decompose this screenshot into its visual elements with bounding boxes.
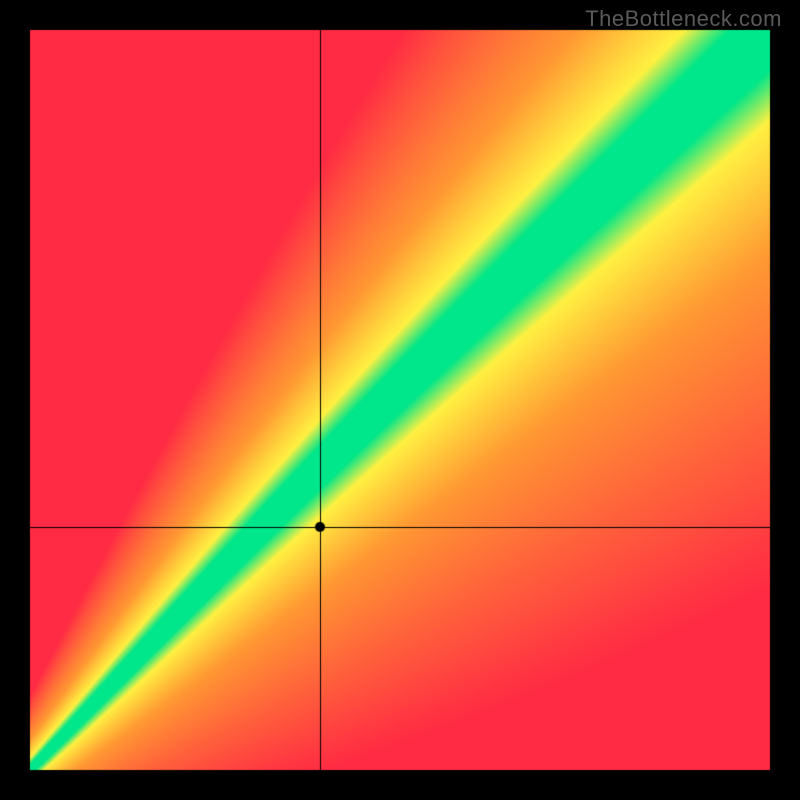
bottleneck-heatmap	[0, 0, 800, 800]
chart-container: TheBottleneck.com	[0, 0, 800, 800]
watermark-text: TheBottleneck.com	[585, 6, 782, 32]
